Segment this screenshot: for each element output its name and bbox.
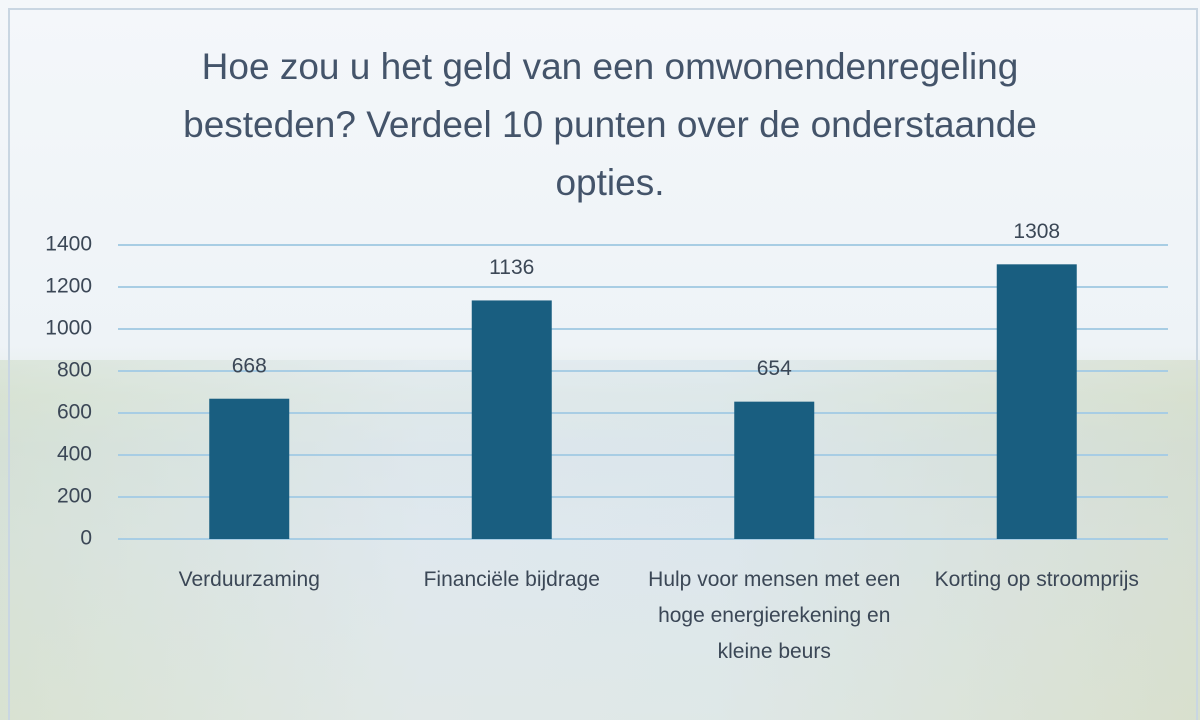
y-tick-label: 400 — [57, 443, 92, 466]
y-tick-label: 0 — [80, 527, 92, 550]
chart-title: Hoe zou u het geld van een omwonendenreg… — [183, 46, 1037, 203]
value-label: 1308 — [1013, 220, 1060, 243]
x-tick-label: Hulp voor mensen met een hoge energierek… — [648, 568, 901, 663]
bar — [209, 398, 290, 539]
y-tick-label: 800 — [57, 359, 92, 382]
y-tick-label: 1000 — [45, 317, 92, 340]
value-label: 668 — [232, 354, 267, 377]
x-tick-label: Korting op stroomprijs — [934, 568, 1139, 591]
y-tick-label: 1200 — [45, 275, 92, 298]
value-label: 654 — [757, 357, 792, 380]
x-tick-label: Verduurzaming — [178, 568, 320, 591]
y-tick-label: 1400 — [45, 233, 92, 256]
bar — [734, 401, 815, 539]
y-tick-label: 600 — [57, 401, 92, 424]
x-tick-label: Financiële bijdrage — [423, 568, 600, 591]
bar — [996, 264, 1077, 539]
chart-frame — [8, 8, 1198, 720]
y-tick-label: 200 — [57, 485, 92, 508]
bar — [471, 300, 552, 539]
value-label: 1136 — [489, 256, 534, 279]
